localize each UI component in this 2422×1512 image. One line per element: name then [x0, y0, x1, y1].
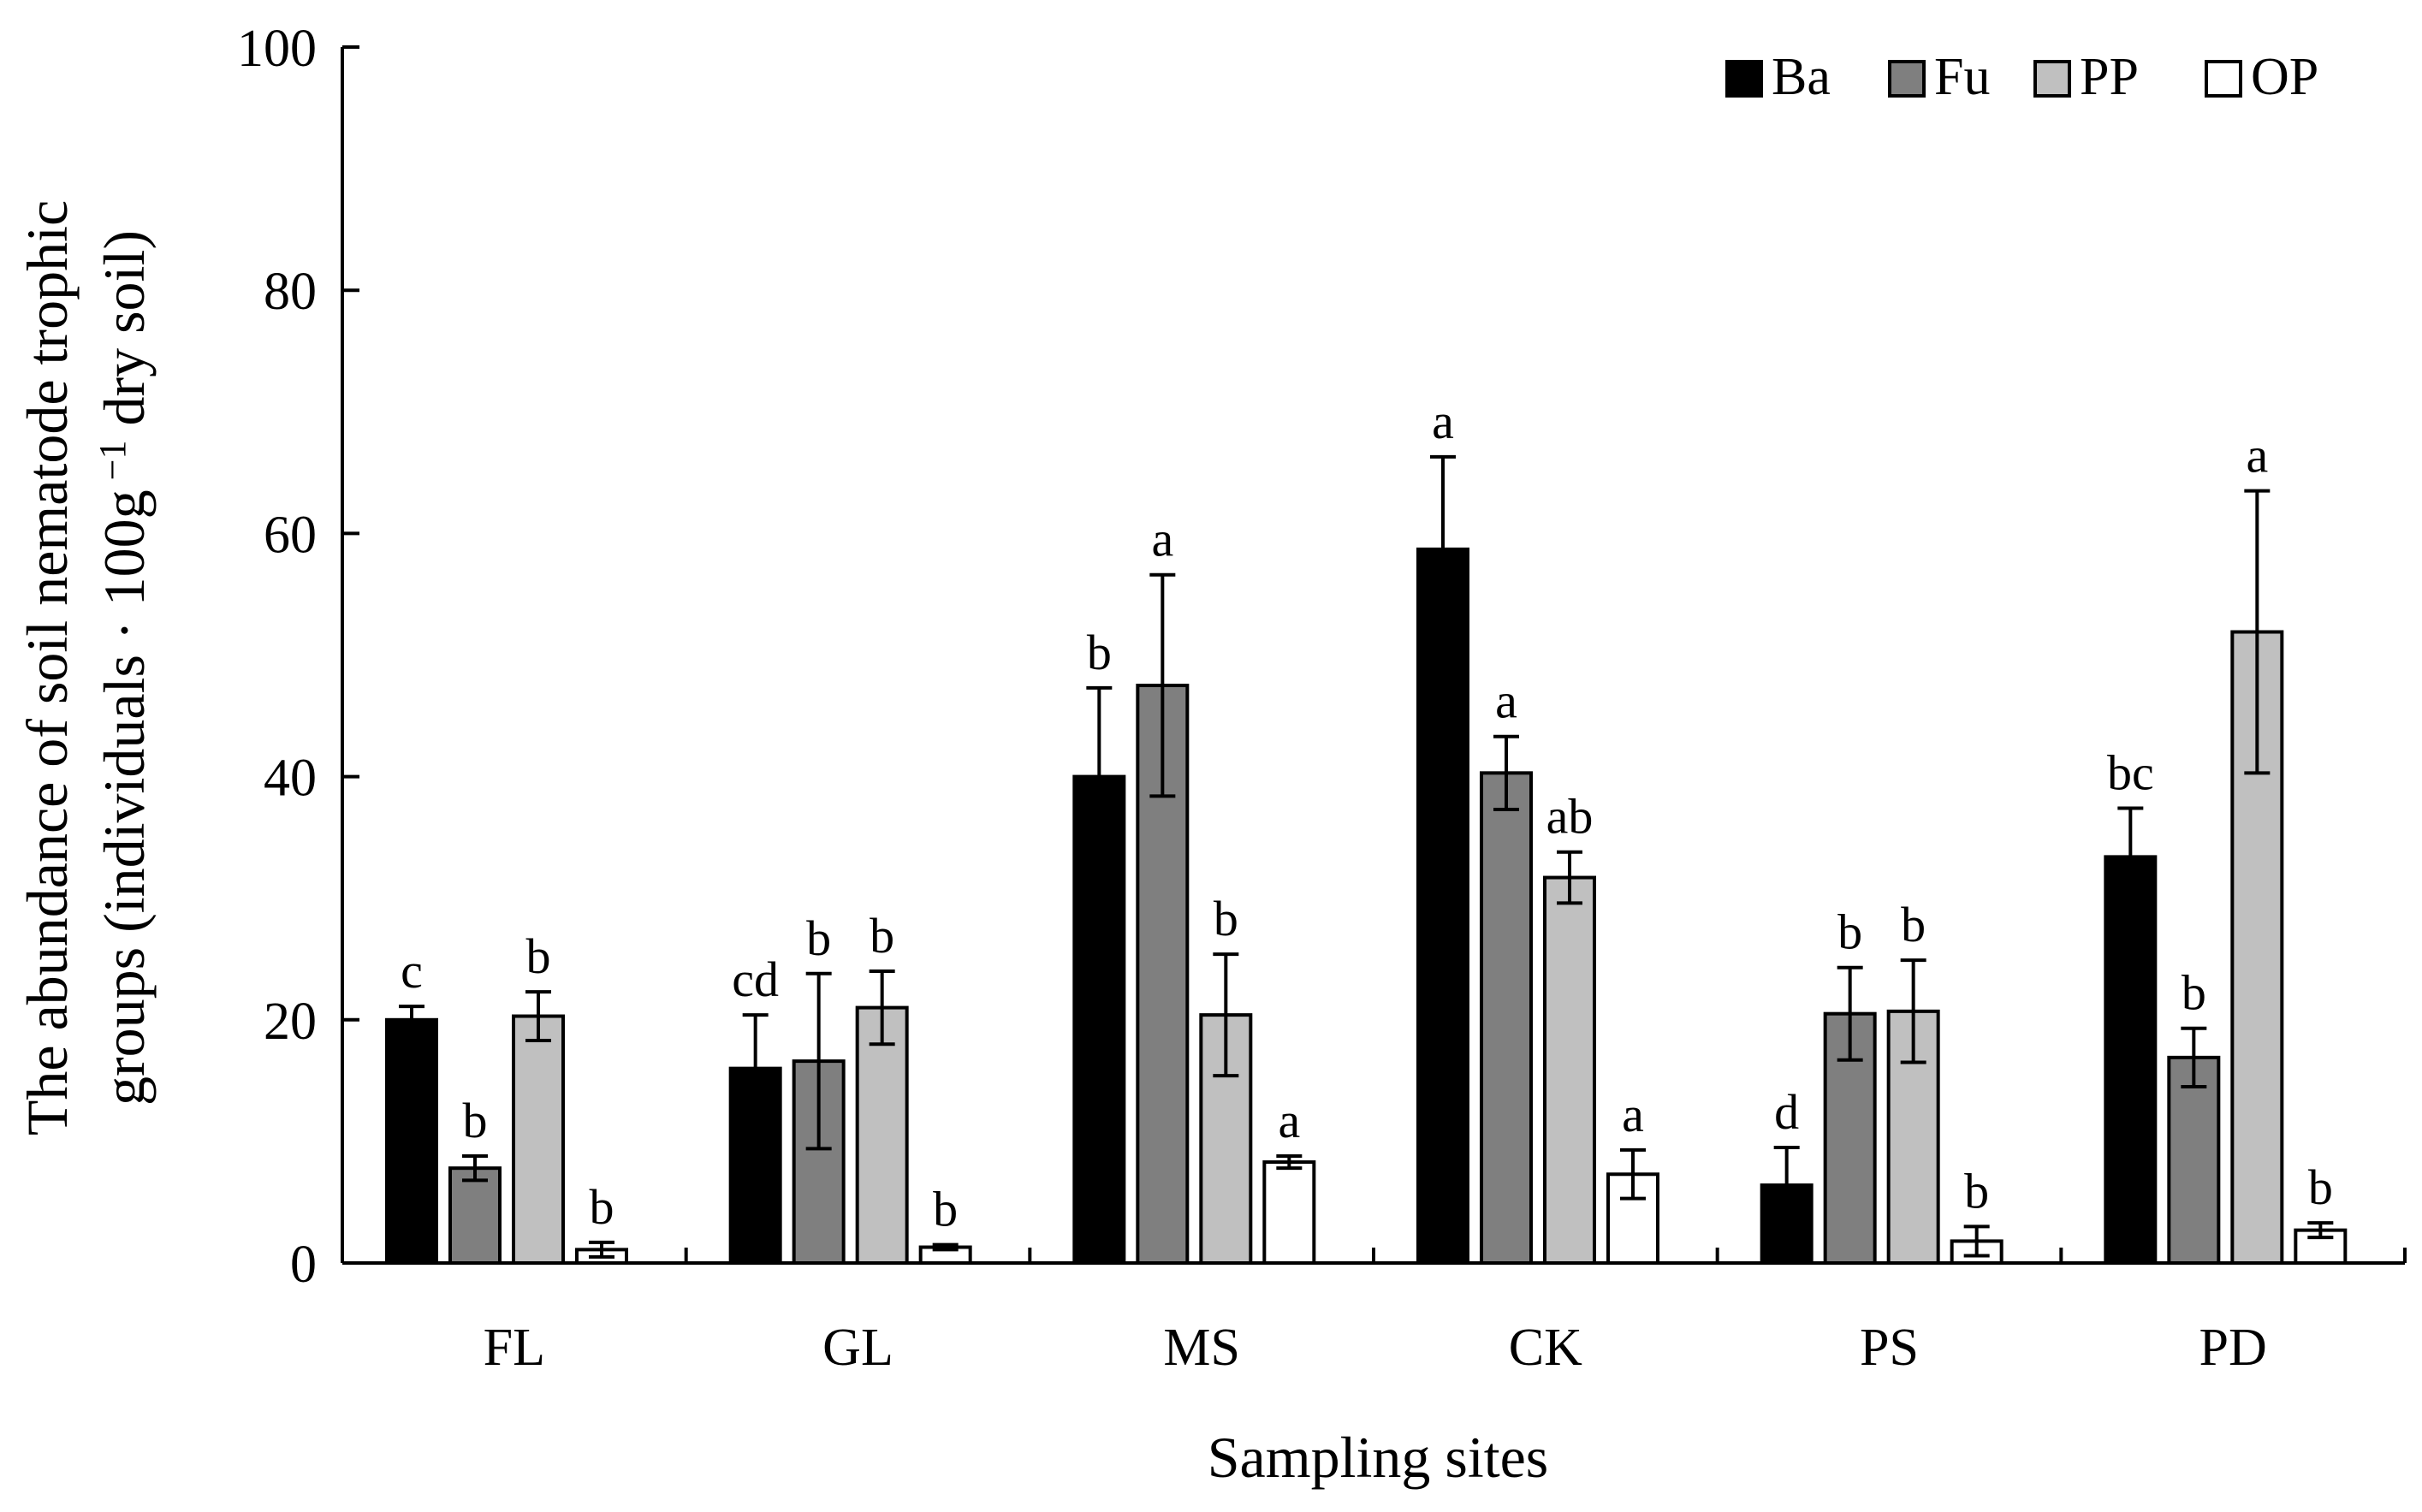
legend-label: PP — [2080, 48, 2139, 106]
significance-label: b — [1901, 897, 1926, 952]
x-tick-label: GL — [822, 1319, 893, 1377]
bar — [512, 1014, 565, 1265]
significance-label: b — [1837, 904, 1862, 960]
bar — [1136, 684, 1190, 1265]
significance-label: ab — [1546, 789, 1594, 845]
significance-label: b — [2308, 1159, 2333, 1215]
x-tick-label: CK — [1509, 1319, 1582, 1377]
significance-label: b — [526, 928, 551, 984]
bar — [385, 1017, 438, 1266]
y-tick-label: 60 — [264, 506, 317, 564]
legend-label: Fu — [1934, 48, 1990, 106]
y-tick-label: 20 — [264, 993, 317, 1051]
significance-label: c — [401, 943, 423, 999]
y-axis-title-line2: groups (individuals · 100g −1 dry soil) — [92, 230, 157, 1106]
legend-swatch — [2205, 60, 2242, 98]
legend-swatch — [1888, 60, 1926, 98]
legend: Ba Fu PP OP — [1725, 48, 2318, 106]
legend-label: Ba — [1772, 48, 1831, 106]
significance-label: b — [2182, 965, 2206, 1021]
bar — [2167, 1055, 2221, 1265]
significance-label: bc — [2107, 745, 2154, 801]
x-axis-title: Sampling sites — [1208, 1425, 1549, 1490]
x-tick-label: MS — [1163, 1319, 1240, 1377]
y-axis-title: The abundance of soil nematode trophic g… — [15, 200, 157, 1135]
y-axis-title-superscript: −1 — [92, 441, 134, 490]
y-axis-title-line2-post: dry soil) — [92, 230, 157, 441]
y-axis-title-line1: The abundance of soil nematode trophic — [15, 200, 80, 1135]
legend-swatch — [2033, 60, 2071, 98]
bar — [1416, 547, 1469, 1265]
significance-label: cd — [732, 952, 779, 1007]
bar — [855, 1005, 909, 1265]
legend-swatch — [1725, 60, 1763, 98]
legend-label: OP — [2251, 48, 2318, 106]
significance-label: d — [1774, 1084, 1799, 1140]
x-tick-label: PD — [2199, 1319, 2267, 1377]
significance-label: b — [1214, 891, 1238, 946]
x-tick-label: FL — [484, 1319, 545, 1377]
bar — [2104, 855, 2158, 1265]
significance-label: b — [870, 908, 894, 964]
significance-label: b — [463, 1093, 488, 1148]
significance-label: a — [1622, 1087, 1644, 1142]
y-axis-title-line2-pre: groups (individuals · 100g — [92, 489, 157, 1106]
significance-label: a — [1151, 512, 1173, 567]
bar — [448, 1166, 502, 1265]
significance-label: b — [590, 1179, 614, 1235]
significance-label: a — [2246, 428, 2268, 483]
y-tick-label: 0 — [290, 1236, 317, 1294]
y-tick-label: 40 — [264, 750, 317, 808]
bar — [1262, 1160, 1316, 1266]
significance-label: a — [1432, 394, 1454, 449]
axes: 0 20 40 60 80 100 FL GL MS CK PS PD — [237, 20, 2407, 1377]
y-tick-label: 80 — [264, 263, 317, 321]
x-tick-label: PS — [1860, 1319, 1919, 1377]
bar — [1543, 875, 1596, 1265]
significance-label: a — [1495, 673, 1517, 729]
significance-label: b — [1964, 1163, 1989, 1218]
significance-label: b — [933, 1182, 958, 1237]
significance-label: a — [1278, 1093, 1300, 1148]
y-tick-label: 100 — [237, 20, 317, 78]
bar — [1480, 771, 1533, 1265]
significance-label: b — [806, 910, 831, 966]
significance-label: b — [1087, 625, 1112, 680]
